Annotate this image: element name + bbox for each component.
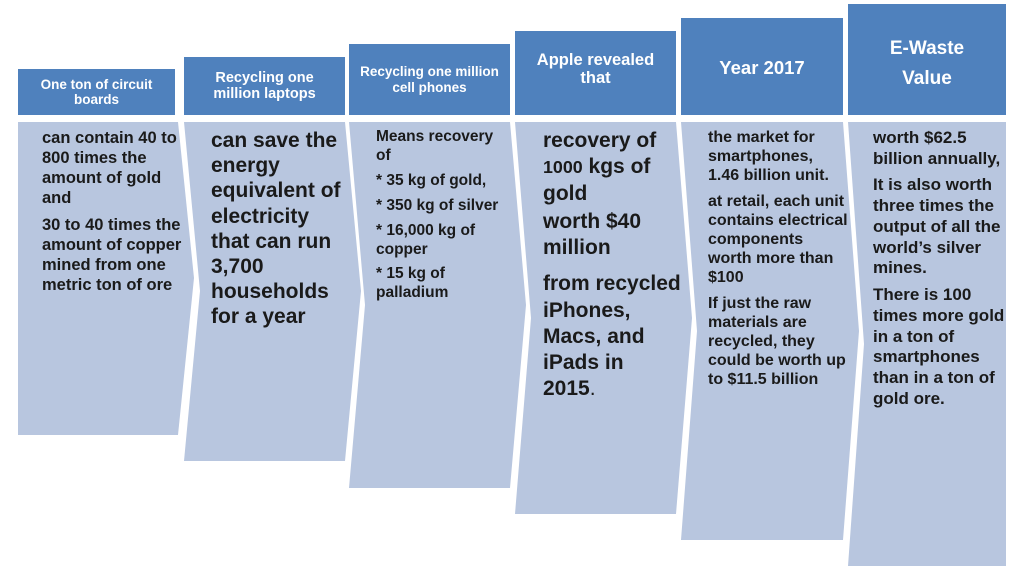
- chevron-body-6: [848, 122, 1006, 566]
- column-body: can save the energy equivalent of electr…: [211, 128, 351, 336]
- body-paragraph: * 350 kg of silver: [376, 196, 499, 214]
- body-paragraph: Means recovery of: [376, 128, 494, 164]
- body-paragraph: the market for smartphones, 1.46 billion…: [708, 129, 829, 185]
- body-paragraph: worth $40 million: [543, 209, 642, 259]
- column-header: Apple revealed that: [515, 31, 676, 115]
- column-body: can contain 40 to 800 times the amount o…: [42, 128, 182, 301]
- column-body: Means recovery of * 35 kg of gold, * 350…: [376, 128, 511, 309]
- body-paragraph: can contain 40 to 800 times the amount o…: [42, 129, 177, 208]
- column-header: Year 2017: [681, 18, 843, 115]
- chevron-body-1: [18, 122, 194, 435]
- column-body: worth $62.5 billion annually, It is also…: [873, 128, 1006, 416]
- body-paragraph: 30 to 40 times the amount of copper mine…: [42, 215, 182, 294]
- body-paragraph: recovery of 1000 kgs of gold: [543, 129, 657, 205]
- column-body: recovery of 1000 kgs of gold worth $40 m…: [543, 128, 681, 409]
- body-paragraph: * 15 kg of palladium: [376, 265, 449, 302]
- chevron-body-3: [349, 122, 526, 488]
- body-paragraph: * 35 kg of gold,: [376, 171, 487, 189]
- column-header: Recycling one million cell phones: [349, 44, 510, 115]
- body-paragraph: worth $62.5 billion annually,: [873, 128, 1001, 168]
- header-line: E-Waste: [889, 38, 965, 59]
- column-body: the market for smartphones, 1.46 billion…: [708, 128, 848, 395]
- column-header: Recycling one million laptops: [184, 57, 345, 115]
- body-paragraph: from recycled iPhones, Macs, and iPads i…: [543, 272, 681, 401]
- chevron-body-5: [681, 122, 859, 540]
- body-paragraph: There is 100 times more gold in a ton of…: [873, 285, 1005, 408]
- body-paragraph: at retail, each unit contains electrical…: [708, 192, 848, 287]
- body-paragraph: If just the raw materials are recycled, …: [708, 294, 846, 389]
- chevron-body-4: [515, 122, 692, 514]
- chevron-body-2: [184, 122, 361, 461]
- body-paragraph: It is also worth three times the output …: [873, 175, 1001, 278]
- body-paragraph: * 16,000 kg of copper: [376, 221, 476, 258]
- body-paragraph: can save the energy equivalent of electr…: [211, 129, 341, 329]
- column-header: E-Waste Value: [848, 4, 1006, 115]
- header-line: Value: [902, 68, 952, 90]
- column-header: One ton of circuit boards: [18, 69, 175, 115]
